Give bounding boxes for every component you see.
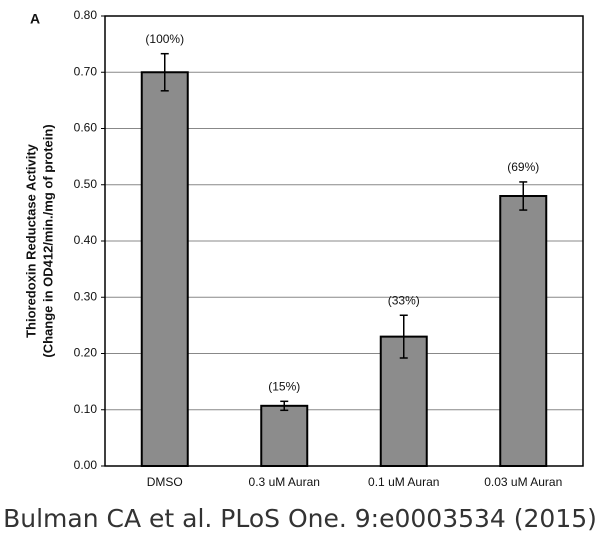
error-bar <box>280 400 289 412</box>
y-label-line: (Change in OD412/min./mg of protein) <box>40 124 55 357</box>
bar <box>260 404 309 467</box>
y-tick-label: 0.60 <box>74 121 98 135</box>
y-tick-label: 0.20 <box>74 346 98 360</box>
y-tick-label: 0.30 <box>74 289 98 303</box>
plot-frame <box>104 15 584 467</box>
panel-label: A <box>30 11 40 27</box>
y-tick-label: 0.00 <box>74 458 98 472</box>
x-tick-label: DMSO <box>147 475 183 489</box>
y-tick-label: 0.10 <box>74 402 98 416</box>
y-tick-label: 0.50 <box>74 177 98 191</box>
annotation: (69%) <box>507 160 539 174</box>
y-tick-label: 0.40 <box>74 233 98 247</box>
error-bar <box>160 52 169 92</box>
annotation: (15%) <box>268 379 300 393</box>
caption: Bulman CA et al. PLoS One. 9:e0003534 (2… <box>3 504 597 533</box>
error-bar <box>519 181 528 211</box>
y-axis-label: Thioredoxin Reductase Activity (Change i… <box>23 124 55 357</box>
x-tick-label: 0.03 uM Auran <box>484 475 562 489</box>
y-label-line: Thioredoxin Reductase Activity <box>23 143 38 338</box>
annotation: (100%) <box>145 32 184 46</box>
x-tick-label: 0.1 uM Auran <box>368 475 439 489</box>
annotation: (33%) <box>388 293 420 307</box>
x-tick-label: 0.3 uM Auran <box>249 475 320 489</box>
y-tick-label: 0.70 <box>74 64 98 78</box>
y-tick-label: 0.80 <box>74 8 98 22</box>
bar <box>499 195 548 467</box>
error-bar <box>399 314 408 359</box>
bar <box>140 71 189 467</box>
